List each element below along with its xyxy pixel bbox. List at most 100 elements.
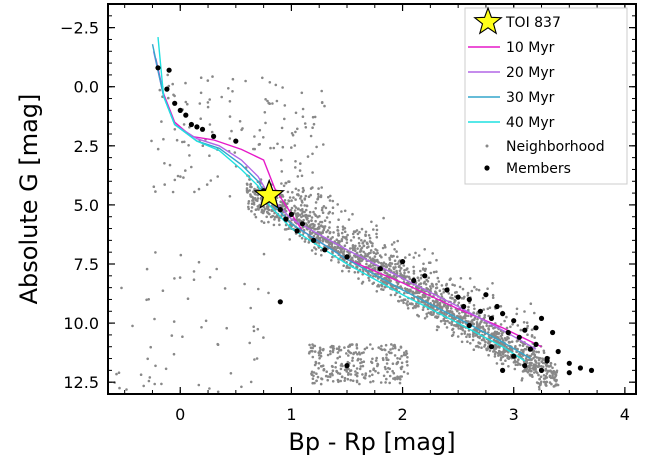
neighborhood-point <box>423 248 427 251</box>
neighborhood-point <box>462 315 466 319</box>
neighborhood-point <box>525 358 529 362</box>
neighborhood-point <box>438 304 442 307</box>
neighborhood-point <box>458 285 462 289</box>
neighborhood-point <box>497 336 500 339</box>
x-tick-label: 3 <box>509 405 519 424</box>
neighborhood-point <box>386 370 389 374</box>
neighborhood-point <box>486 347 490 351</box>
neighborhood-point <box>335 370 339 374</box>
neighborhood-point <box>466 333 470 336</box>
neighborhood-point <box>537 358 541 362</box>
neighborhood-point <box>556 383 560 387</box>
neighborhood-point <box>355 344 359 347</box>
neighborhood-point <box>450 323 453 327</box>
neighborhood-point <box>359 365 363 368</box>
neighborhood-point <box>541 365 545 369</box>
neighborhood-point <box>230 129 233 133</box>
neighborhood-point <box>268 81 272 84</box>
neighborhood-point <box>352 352 355 356</box>
neighborhood-point <box>351 244 355 247</box>
neighborhood-point <box>347 345 350 349</box>
neighborhood-point <box>297 194 300 197</box>
x-tick-label: 2 <box>397 405 407 424</box>
neighborhood-point <box>168 163 172 167</box>
neighborhood-point <box>313 363 317 367</box>
neighborhood-point <box>145 298 148 302</box>
neighborhood-point <box>533 311 536 315</box>
neighborhood-point <box>385 265 389 269</box>
neighborhood-point <box>499 305 503 308</box>
neighborhood-point <box>329 194 332 198</box>
neighborhood-point <box>463 330 467 333</box>
neighborhood-point <box>332 345 335 348</box>
neighborhood-point <box>435 328 439 332</box>
neighborhood-point <box>536 371 539 375</box>
neighborhood-point <box>311 171 314 174</box>
neighborhood-point <box>425 315 429 318</box>
neighborhood-point <box>254 193 257 196</box>
neighborhood-point <box>495 346 498 349</box>
neighborhood-point <box>313 115 317 119</box>
neighborhood-point <box>206 101 210 104</box>
neighborhood-point <box>435 258 438 262</box>
neighborhood-point <box>339 247 343 251</box>
neighborhood-point <box>406 364 409 367</box>
neighborhood-point <box>264 98 267 101</box>
neighborhood-point <box>248 189 251 192</box>
neighborhood-point <box>525 345 529 349</box>
neighborhood-point <box>266 99 269 103</box>
neighborhood-point <box>351 356 355 360</box>
neighborhood-point <box>408 276 411 279</box>
neighborhood-point <box>283 104 287 107</box>
neighborhood-point <box>464 314 468 318</box>
member-point <box>527 346 534 352</box>
neighborhood-point <box>245 190 249 193</box>
neighborhood-point <box>355 379 359 383</box>
neighborhood-point <box>265 205 269 208</box>
neighborhood-point <box>216 342 219 346</box>
neighborhood-point <box>363 377 367 380</box>
neighborhood-point <box>414 304 418 307</box>
neighborhood-point <box>555 378 558 382</box>
neighborhood-point <box>517 362 521 366</box>
neighborhood-point <box>516 324 520 327</box>
neighborhood-point <box>343 227 347 230</box>
neighborhood-point <box>211 75 214 78</box>
neighborhood-point <box>432 302 436 305</box>
neighborhood-point <box>326 229 330 232</box>
neighborhood-point <box>388 267 391 271</box>
neighborhood-point <box>358 230 361 234</box>
toi-837-star-marker <box>253 178 286 210</box>
neighborhood-point <box>275 99 279 103</box>
member-point <box>466 322 472 329</box>
neighborhood-point <box>513 367 517 371</box>
member-point <box>505 329 511 336</box>
neighborhood-point <box>506 354 510 358</box>
neighborhood-point <box>256 327 260 331</box>
neighborhood-point <box>314 227 317 231</box>
neighborhood-point <box>199 76 203 79</box>
neighborhood-point <box>336 378 340 382</box>
neighborhood-point <box>358 367 362 371</box>
neighborhood-point <box>526 333 529 337</box>
neighborhood-point <box>361 242 364 245</box>
neighborhood-point <box>307 221 310 224</box>
neighborhood-point <box>503 350 507 354</box>
neighborhood-point <box>346 233 349 237</box>
neighborhood-point <box>399 272 402 275</box>
member-point <box>288 211 294 217</box>
neighborhood-point <box>459 277 463 280</box>
neighborhood-point <box>331 369 335 373</box>
neighborhood-point <box>448 321 451 325</box>
neighborhood-point <box>287 199 290 202</box>
neighborhood-point <box>386 272 389 275</box>
neighborhood-point <box>467 308 470 312</box>
neighborhood-point <box>458 312 461 315</box>
neighborhood-point <box>300 208 303 212</box>
neighborhood-point <box>467 305 470 309</box>
neighborhood-point <box>336 246 339 250</box>
y-tick-label: 12.5 <box>63 373 99 392</box>
neighborhood-point <box>452 331 456 334</box>
